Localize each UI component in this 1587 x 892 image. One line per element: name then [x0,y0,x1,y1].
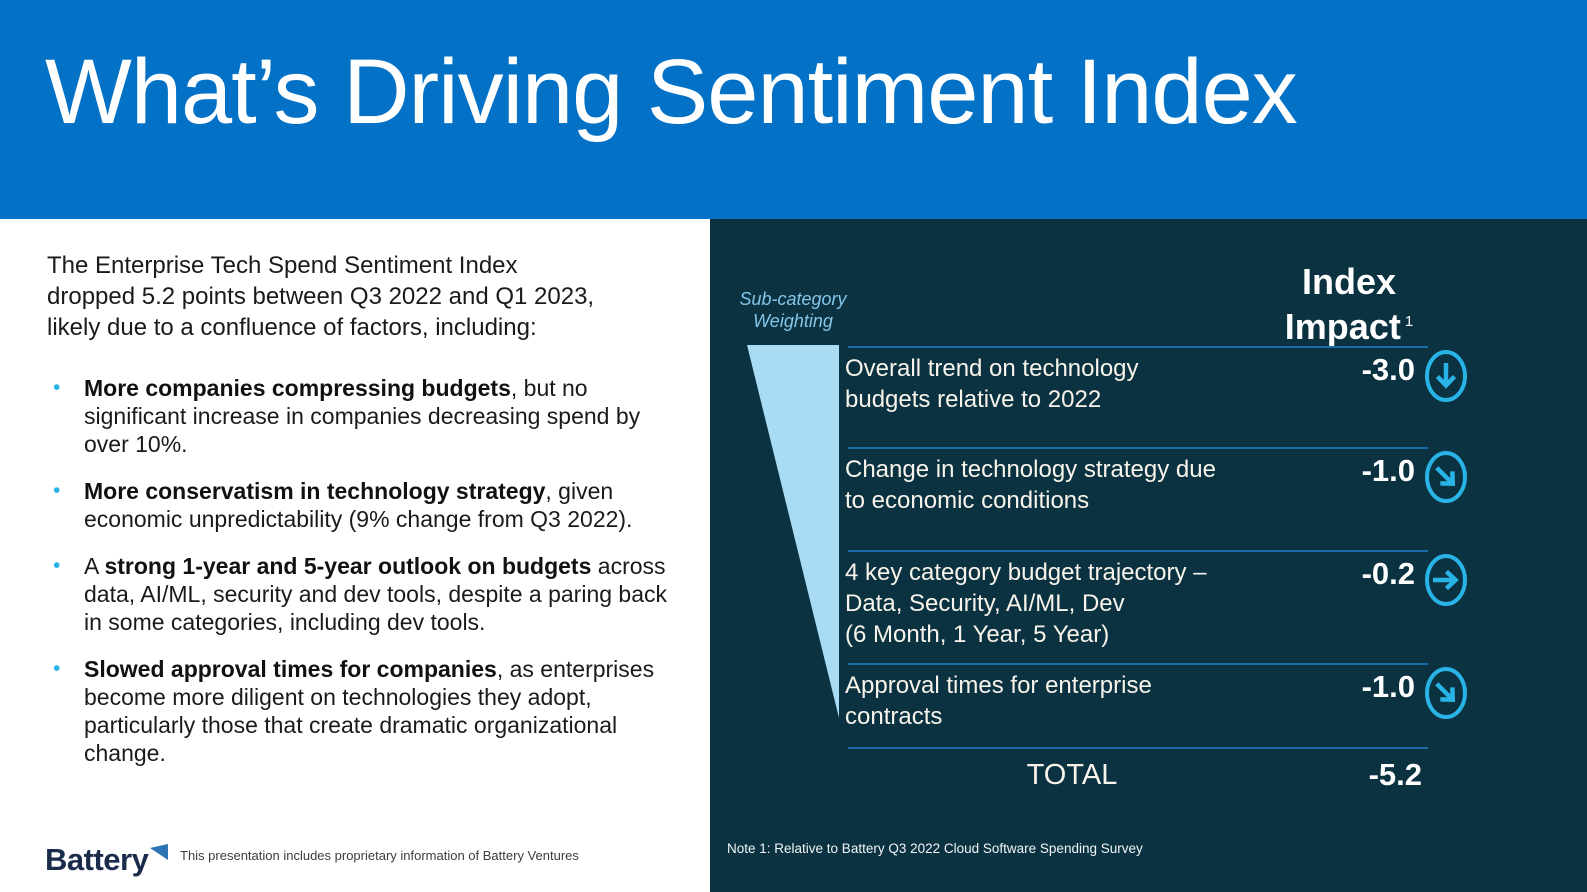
circle-arrow-right-icon [1425,554,1467,606]
impact-row-icon-wrap [1415,663,1477,720]
impact-row-icon-wrap [1415,346,1477,403]
impact-row: 4 key category budget trajectory – Data,… [845,550,1477,663]
bullet-text: , but no significant increase in compani… [84,375,641,457]
bullet-item: Slowed approval times for companies, as … [47,655,687,767]
sub-category-weighting-label: Sub-category Weighting [739,289,847,331]
impact-row: Change in technology strategy due to eco… [845,447,1477,550]
bullet-item: More companies compressing budgets, but … [47,374,687,458]
left-panel: The Enterprise Tech Spend Sentiment Inde… [0,219,710,892]
impact-row-icon-wrap [1415,447,1477,504]
impact-row-label: Approval times for enterprise contracts [845,672,1152,730]
circle-arrow-down-right-icon [1425,667,1467,719]
total-label: TOTAL [1026,759,1118,791]
impact-row-value: -3.0 [1361,352,1415,387]
page-title: What’s Driving Sentiment Index [45,41,1298,143]
header-banner: What’s Driving Sentiment Index [0,0,1587,219]
circle-arrow-down-right-icon [1425,451,1467,503]
impact-row: Approval times for enterprise contracts -… [845,663,1477,747]
impact-row: Overall trend on technology budgets rela… [845,346,1477,447]
impact-row-label: Overall trend on technology budgets rela… [845,355,1139,413]
bullet-item: A strong 1-year and 5-year outlook on bu… [47,552,687,636]
impact-row-value: -1.0 [1361,669,1415,704]
bullet-text: A [84,553,105,579]
bullet-text: , given economic unpredictability (9% ch… [84,478,633,532]
impact-row-icon-wrap [1415,550,1477,607]
battery-logo-text: Battery [45,842,149,877]
bullet-bold-text: strong 1-year and 5-year outlook on budg… [104,553,592,579]
impact-row-value: -0.2 [1361,556,1415,591]
impact-row-label: 4 key category budget trajectory – Data,… [845,559,1207,648]
battery-logo: Battery [45,842,169,877]
impact-panel: Sub-category Weighting Index Impact 1 Ove… [710,219,1587,892]
bullet-list: More companies compressing budgets, but … [47,374,687,786]
index-impact-header-text: Index Impact [1284,261,1401,347]
weighting-funnel-shape [747,345,839,718]
impact-row-value: -1.0 [1361,453,1415,488]
total-row: TOTAL -5.2 [845,747,1477,805]
intro-paragraph: The Enterprise Tech Spend Sentiment Inde… [47,252,595,341]
bullet-bold-text: More companies compressing budgets [84,375,511,401]
impact-row-label: Change in technology strategy due to eco… [845,456,1216,514]
circle-arrow-down-icon [1425,350,1467,402]
index-impact-footnote-marker: 1 [1404,313,1414,330]
bullet-bold-text: More conservatism in technology strategy [84,478,546,504]
index-impact-header: Index Impact 1 [1254,262,1444,347]
footnote-text: Note 1: Relative to Battery Q3 2022 Clou… [727,841,1143,856]
bullet-text: , as enterprises become more diligent on… [84,656,655,766]
bullet-text: across data, AI/ML, security and dev too… [84,553,668,635]
total-value: -5.2 [1368,757,1422,792]
bullet-bold-text: Slowed approval times for companies [84,656,497,682]
battery-flag-icon [150,844,169,860]
disclaimer-text: This presentation includes proprietary i… [180,848,579,863]
bullet-item: More conservatism in technology strategy… [47,477,687,533]
